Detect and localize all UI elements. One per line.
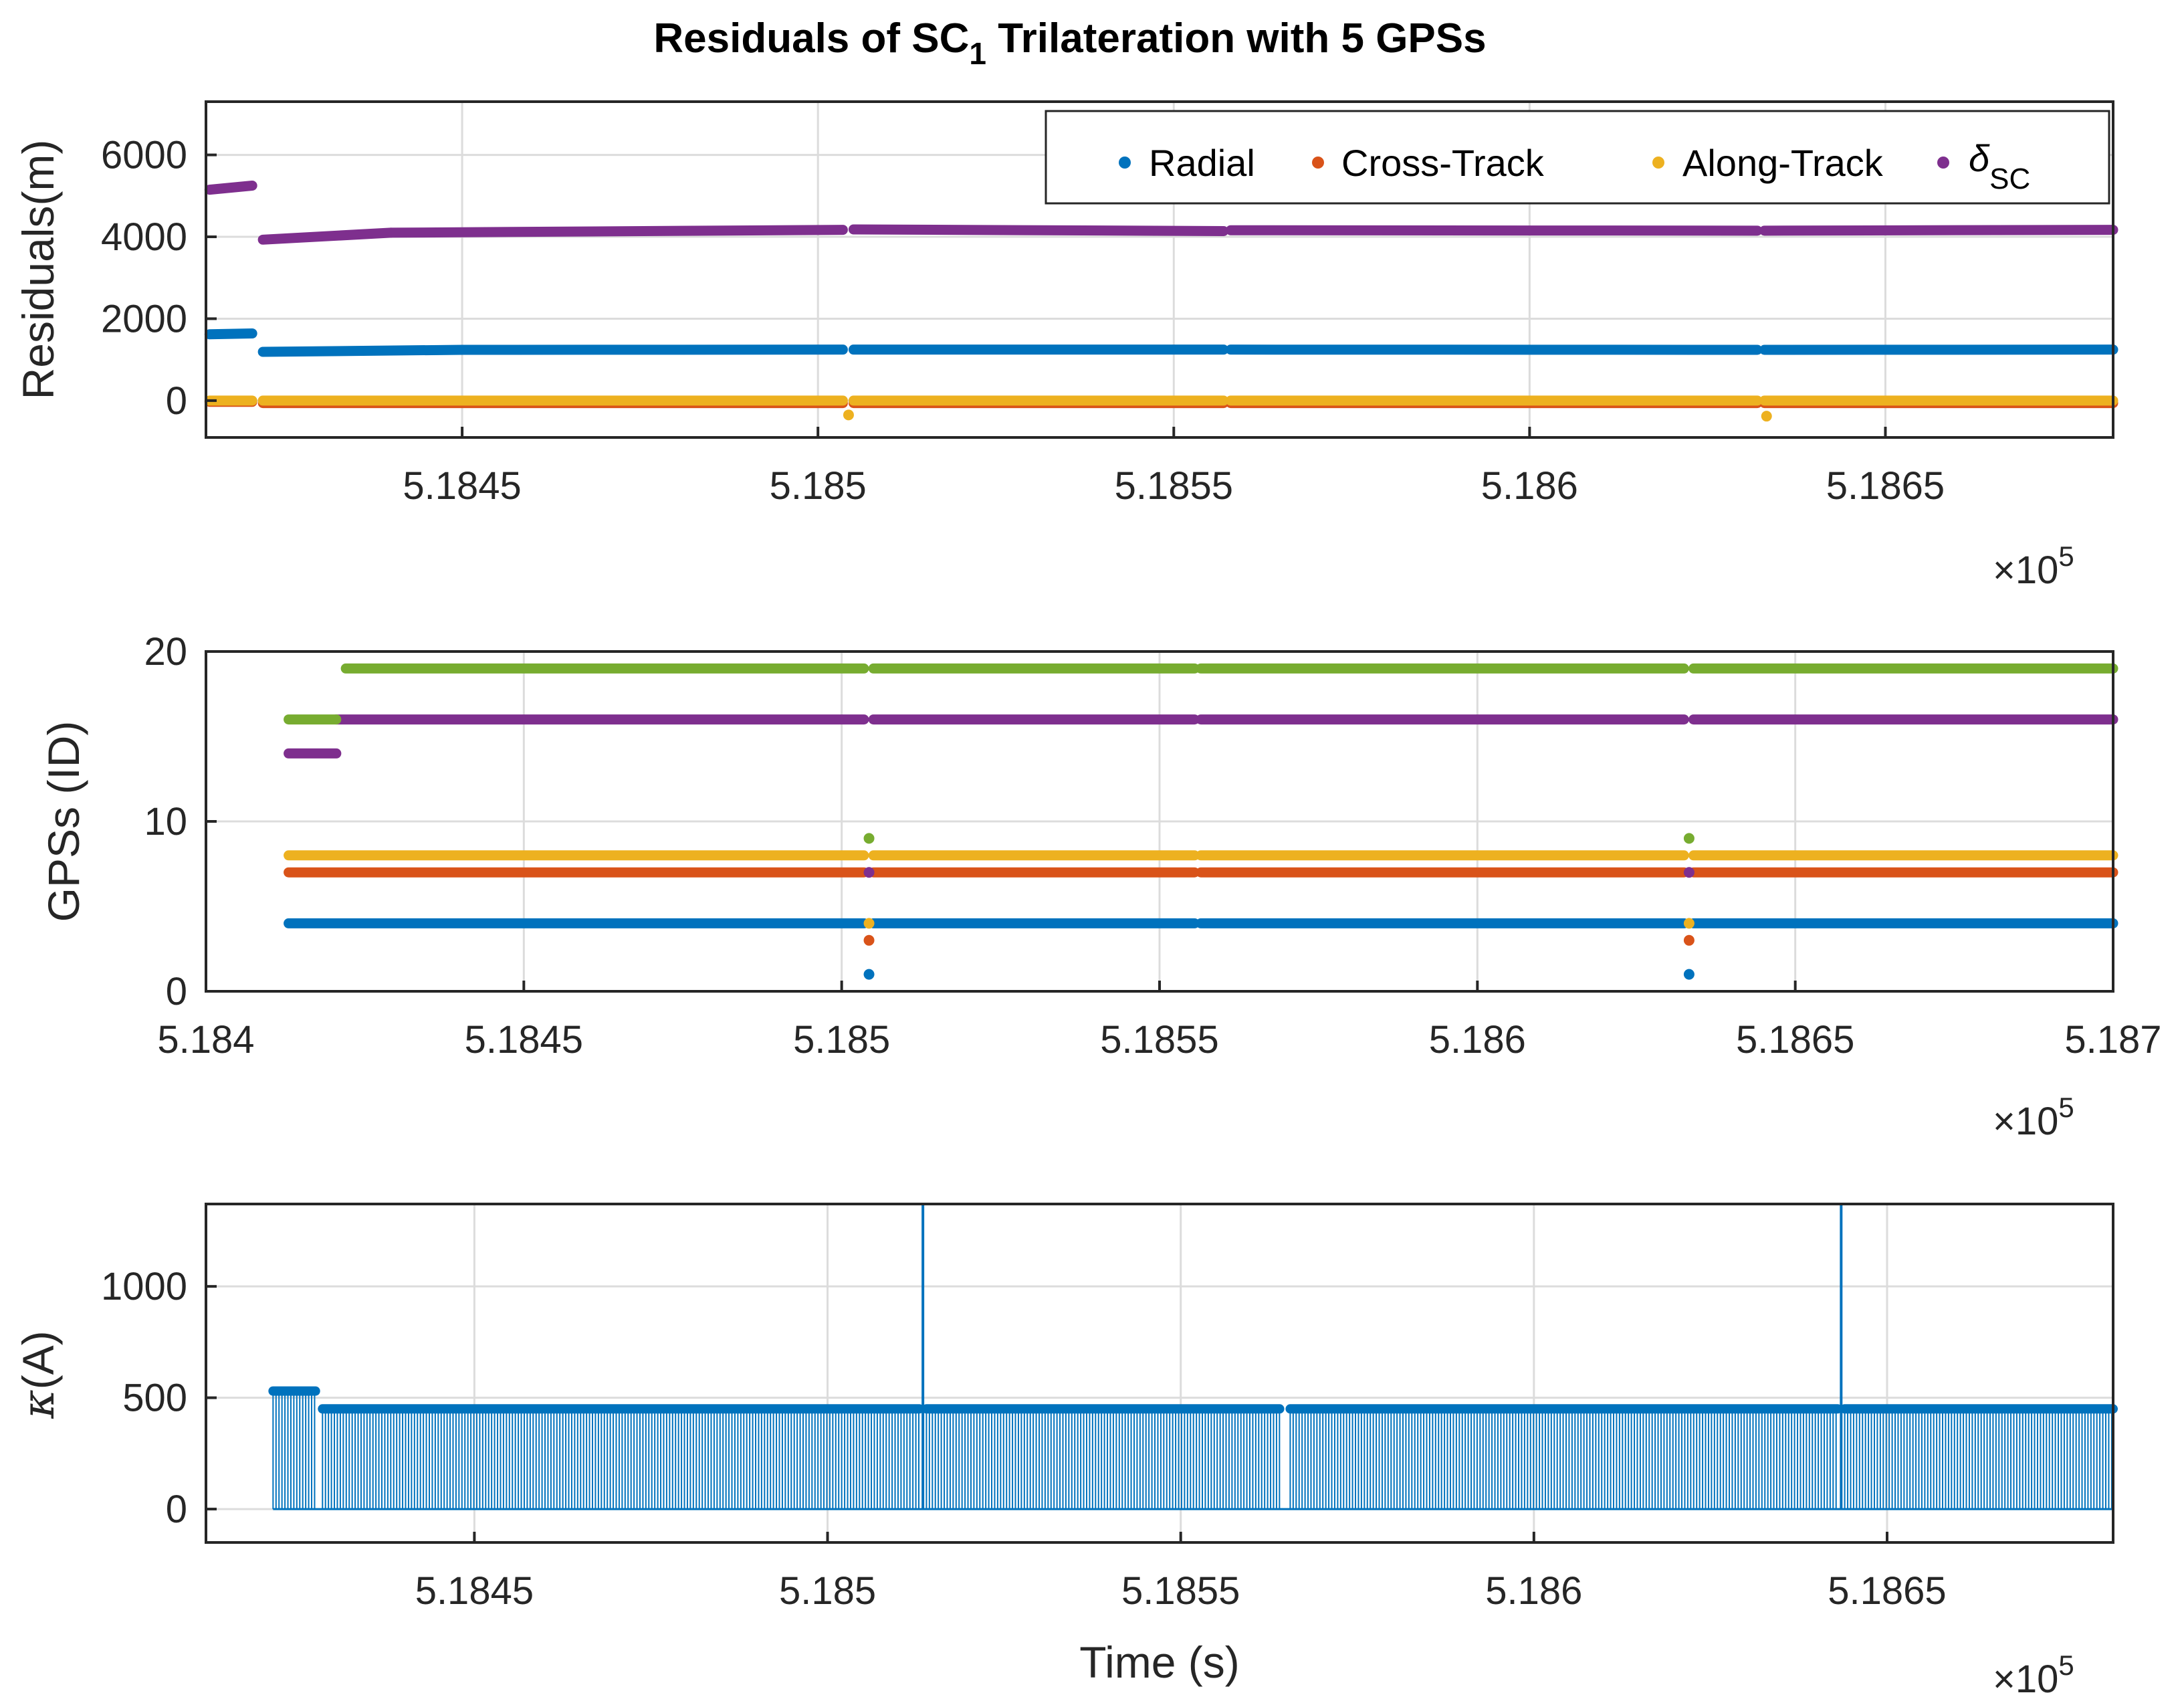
gps-id-ylabel: GPSs (ID) xyxy=(39,721,88,922)
gps-4-point xyxy=(863,867,875,878)
gps-id-panel: 5.184 5.1845 5.185 5.1855 5.186 5.1865 5.187 0 1… xyxy=(39,630,2162,1143)
residuals-panel: 5.1845 5.185 5.1855 5.186 5.1865 0 2000 4000 600… xyxy=(13,100,2118,592)
kappa-x-exponent: ×105 xyxy=(1993,1649,2074,1701)
gps-id-marks xyxy=(284,663,2118,980)
legend-box xyxy=(1045,110,2110,205)
kappa-xtick-label: 5.185 xyxy=(779,1569,876,1613)
legend-label-cross-track: Cross-Track xyxy=(1341,142,1545,184)
gps-1-point xyxy=(863,969,875,980)
gps-id-ytick-label: 20 xyxy=(144,630,187,674)
chart-title: Residuals of SC1 Trilateration with 5 GP… xyxy=(653,15,1486,71)
residuals-ytick-label: 4000 xyxy=(101,215,187,259)
series-delta-sc-trace xyxy=(257,227,397,245)
legend-marker-along-track xyxy=(1652,157,1664,169)
kappa-ytick-label: 1000 xyxy=(101,1265,187,1308)
series-delta-sc-trace xyxy=(1759,225,2118,236)
kappa-xtick-label: 5.1845 xyxy=(415,1569,534,1613)
gps-id-xtick-label: 5.186 xyxy=(1429,1018,1526,1062)
series-along-track-point xyxy=(843,409,854,421)
gps-2-point xyxy=(1683,934,1695,946)
kappa-marks xyxy=(268,1204,2118,1510)
gps-id-xtick-label: 5.187 xyxy=(2064,1018,2161,1062)
residuals-xtick-label: 5.1855 xyxy=(1115,464,1233,508)
gps-id-xtick-label: 5.1855 xyxy=(1100,1018,1218,1062)
residuals-ytick-label: 6000 xyxy=(101,134,187,177)
gps-3-point xyxy=(1683,918,1695,929)
kappa-tick-labels: 5.1845 5.185 5.1855 5.186 5.1865 0 500 1000 xyxy=(101,1265,1947,1613)
kappa-xtick-label: 5.1855 xyxy=(1121,1569,1240,1613)
series-delta-sc-trace xyxy=(386,225,848,238)
kappa-axes-box xyxy=(205,1203,2114,1544)
gps-3-point xyxy=(863,918,875,929)
residuals-ytick-label: 2000 xyxy=(101,297,187,340)
residuals-ytick-label: 0 xyxy=(166,379,187,423)
residuals-x-exponent: ×105 xyxy=(1993,540,2074,592)
residuals-tick-labels: 5.1845 5.185 5.1855 5.186 5.1865 0 2000 4000 600… xyxy=(101,134,1945,508)
gps-id-x-exponent: ×105 xyxy=(1993,1092,2074,1143)
gps-id-xtick-label: 5.1845 xyxy=(465,1018,583,1062)
residuals-marks xyxy=(204,181,2118,422)
kappa-xtick-label: 5.1865 xyxy=(1828,1569,1946,1613)
series-delta-sc-trace xyxy=(1225,225,1763,236)
residuals-ylabel: Residuals(m) xyxy=(13,140,63,400)
series-radial-trace xyxy=(257,344,467,357)
legend-marker-cross-track xyxy=(1312,157,1324,169)
gps-id-xtick-label: 5.184 xyxy=(157,1018,254,1062)
residuals-xtick-label: 5.1845 xyxy=(403,464,521,508)
kappa-panel: 5.1845 5.185 5.1855 5.186 5.1865 0 500 1000 κ(A… xyxy=(13,1203,2118,1701)
series-delta-sc-trace xyxy=(848,224,1229,236)
gps-id-xtick-label: 5.1865 xyxy=(1736,1018,1854,1062)
legend-marker-radial xyxy=(1119,157,1131,169)
gps-id-xtick-label: 5.185 xyxy=(793,1018,890,1062)
residuals-xtick-label: 5.186 xyxy=(1481,464,1578,508)
legend-label-delta-sc: δSC xyxy=(1969,137,2030,195)
legend-label-along-track: Along-Track xyxy=(1682,142,1884,184)
kappa-ytick-label: 0 xyxy=(166,1488,187,1531)
residuals-xtick-label: 5.1865 xyxy=(1826,464,1945,508)
kappa-xtick-label: 5.186 xyxy=(1485,1569,1582,1613)
series-along-track-point xyxy=(1761,411,1772,422)
gps-id-ytick-label: 0 xyxy=(166,970,187,1013)
time-xlabel: Time (s) xyxy=(1079,1637,1240,1687)
residuals-axes-box xyxy=(205,100,2114,439)
kappa-ytick-label: 500 xyxy=(122,1377,187,1420)
gps-id-tick-labels: 5.184 5.1845 5.185 5.1855 5.186 5.1865 5.187 0 1… xyxy=(144,630,2161,1062)
kappa-ylabel: κ(A) xyxy=(13,1330,64,1419)
series-delta-sc-trace xyxy=(204,181,257,195)
gps-2-point xyxy=(863,934,875,946)
gps-4-point xyxy=(1683,867,1695,878)
residuals-xtick-label: 5.185 xyxy=(770,464,867,508)
gps-5-point xyxy=(863,833,875,844)
legend-marker-delta-sc xyxy=(1937,157,1949,169)
gps-1-point xyxy=(1683,969,1695,980)
gps-id-ytick-label: 10 xyxy=(144,800,187,843)
gps-5-point xyxy=(1683,833,1695,844)
legend: Radial Cross-Track Along-Track δSC xyxy=(1045,110,2110,205)
legend-label-radial: Radial xyxy=(1149,142,1255,184)
